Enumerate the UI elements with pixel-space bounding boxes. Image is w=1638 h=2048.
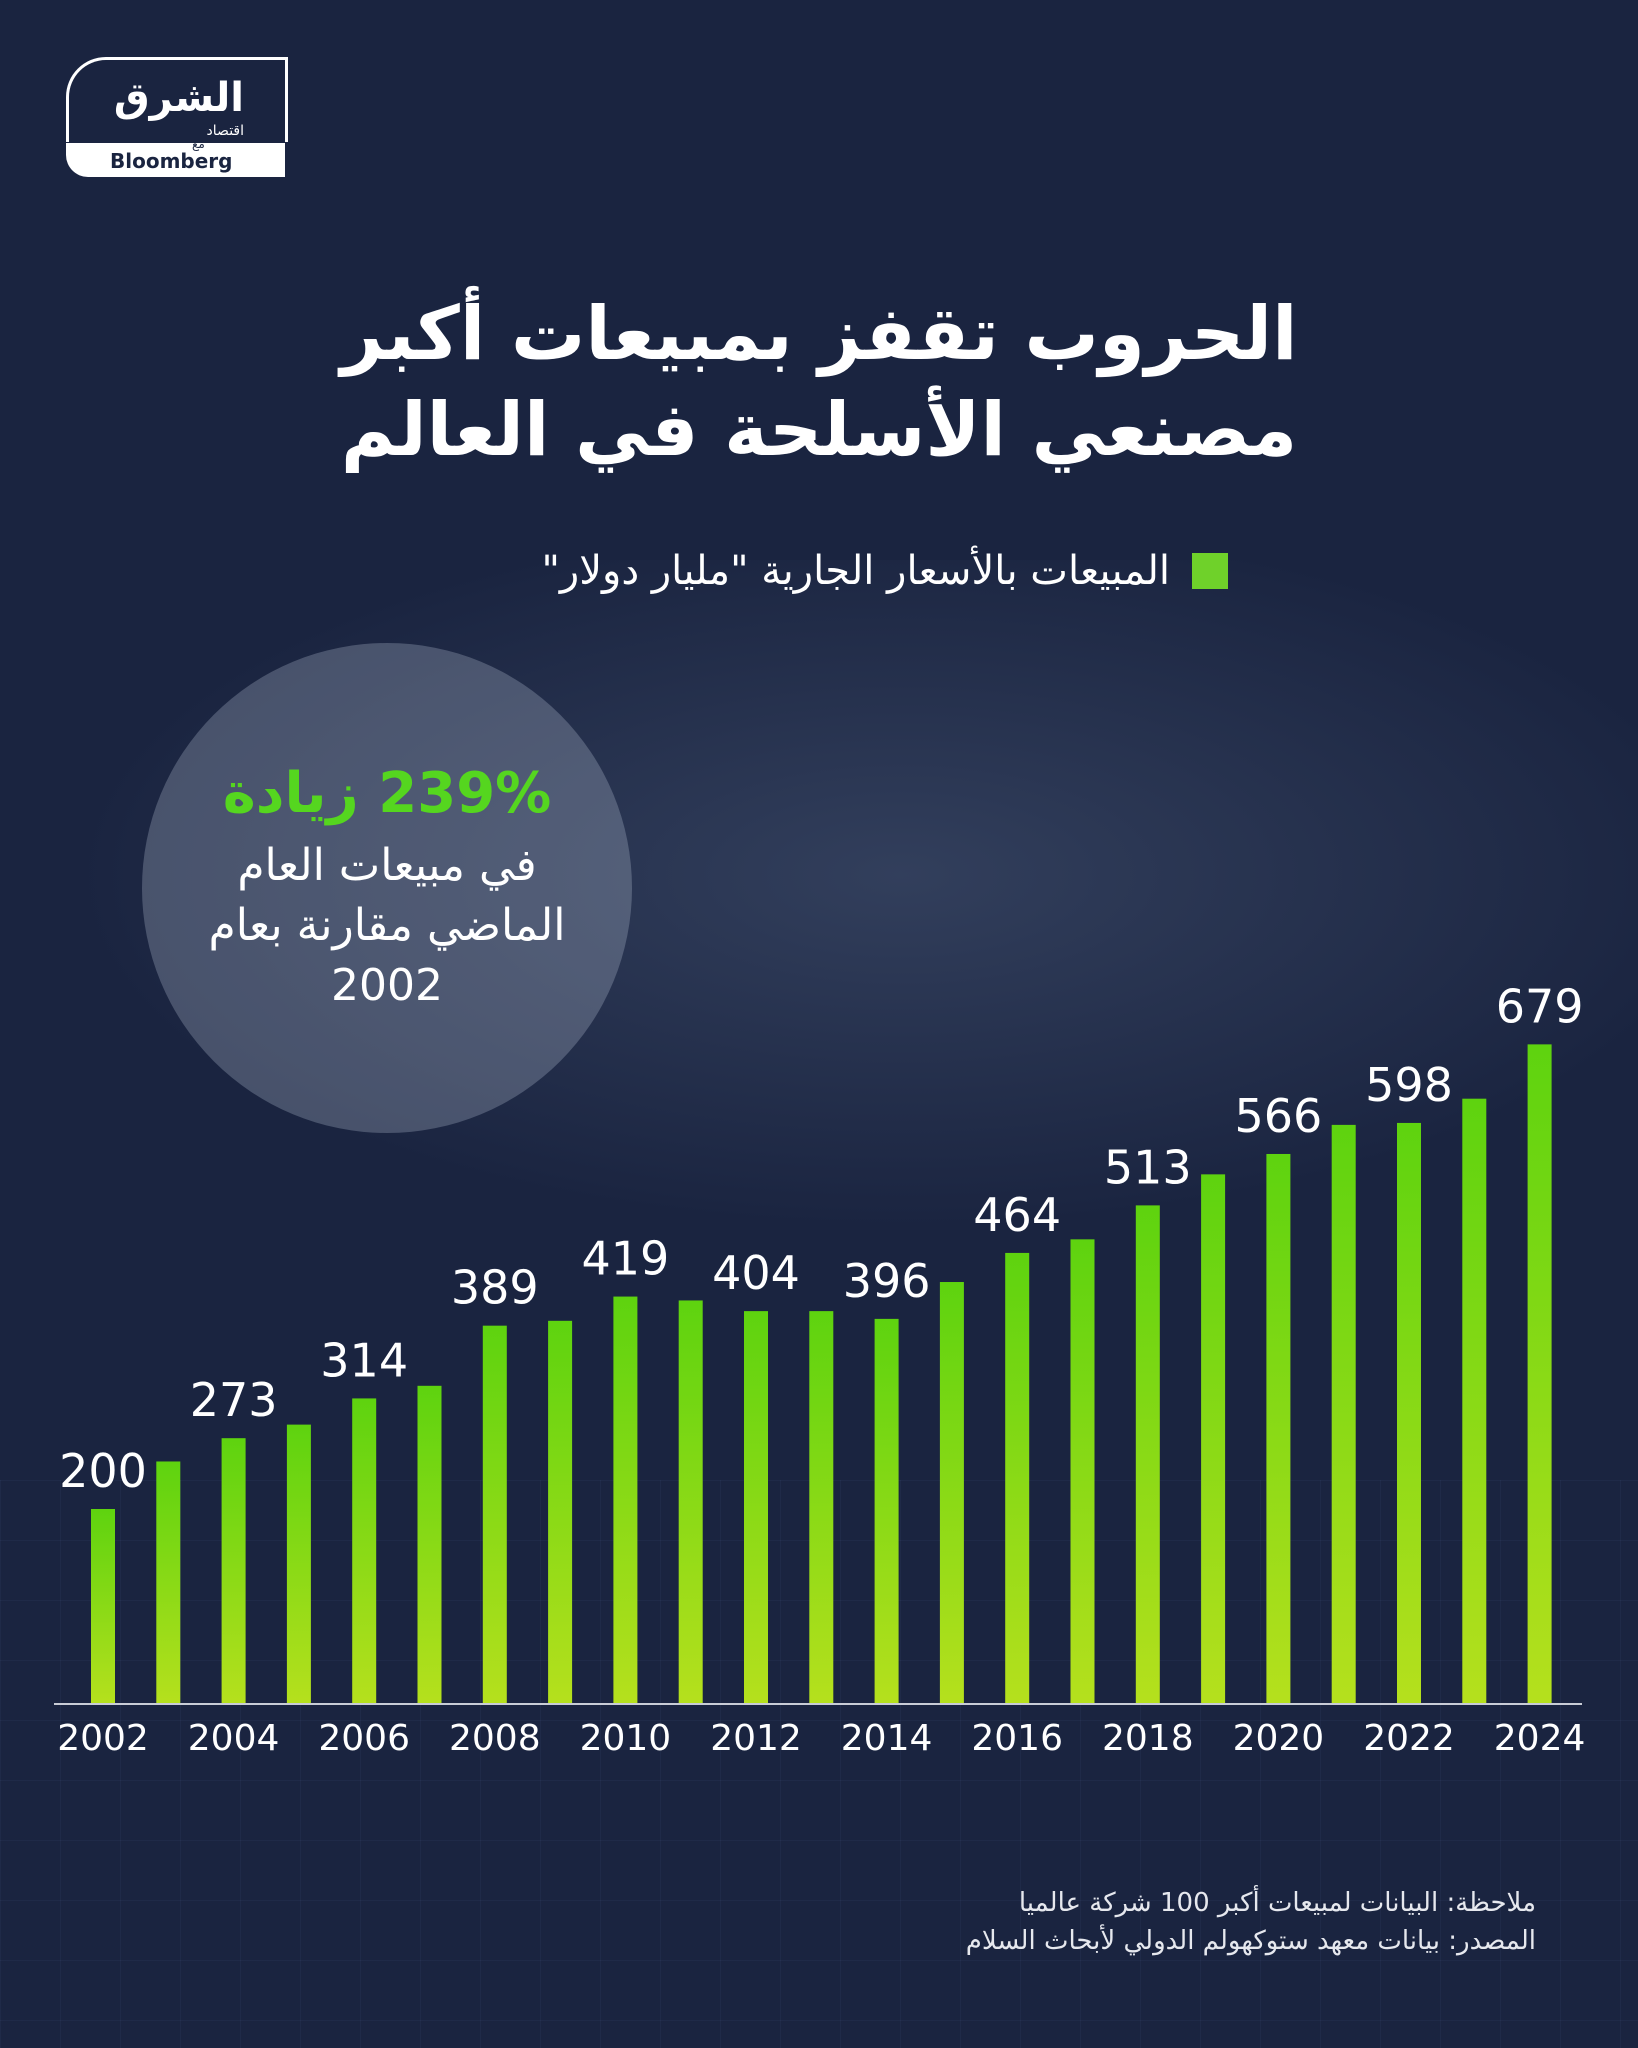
value-label-2010: 419: [581, 1232, 669, 1286]
footer-source: المصدر: بيانات معهد ستوكهولم الدولي لأبح…: [965, 1926, 1536, 1956]
tick-labels-group: 2002 2004 2006 2008 2010 2012 2014 2016 2018 2020…: [57, 1718, 1585, 1759]
tick-label-2010: 2010: [580, 1718, 672, 1759]
tick-label-2018: 2018: [1102, 1718, 1194, 1759]
tick-label-2002: 2002: [57, 1718, 149, 1759]
bar-2016: [1005, 1252, 1030, 1703]
value-label-2012: 404: [712, 1246, 800, 1300]
tick-label-2014: 2014: [841, 1718, 933, 1759]
tick-label-2004: 2004: [188, 1718, 280, 1759]
title-line-1: الحروب تقفز بمبيعات أكبر: [340, 291, 1298, 377]
legend-swatch: [1192, 553, 1228, 589]
chart-title: الحروب تقفز بمبيعات أكبر مصنعي الأسلحة ف…: [0, 286, 1638, 478]
callout-body: في مبيعات العام الماضي مقارنة بعام 2002: [172, 836, 602, 1016]
bar-2018: [1135, 1205, 1160, 1703]
callout-headline: 239% زيادة: [222, 761, 552, 826]
value-label-2008: 389: [451, 1261, 539, 1315]
bar-2017: [1070, 1239, 1095, 1703]
logo-bloomberg-text: Bloomberg: [110, 149, 233, 173]
bar-2015: [939, 1282, 964, 1703]
logo-main-text: الشرق: [113, 75, 245, 121]
tick-label-2020: 2020: [1233, 1718, 1325, 1759]
bar-2013: [809, 1311, 834, 1703]
value-label-2016: 464: [973, 1188, 1061, 1242]
bar-2020: [1266, 1153, 1291, 1703]
bar-2005: [286, 1424, 311, 1703]
bar-2010: [613, 1296, 638, 1703]
value-label-2020: 566: [1234, 1089, 1322, 1143]
tick-label-2022: 2022: [1363, 1718, 1455, 1759]
logo-sub-text: اقتصاد: [206, 123, 244, 139]
value-labels-group: 200 273 314 389 419 404 396 464 513 566 598 679: [59, 979, 1583, 1498]
title-line-2: مصنعي الأسلحة في العالم: [340, 387, 1298, 473]
bar-2023: [1462, 1098, 1487, 1703]
value-label-2022: 598: [1365, 1058, 1453, 1112]
bar-2022: [1397, 1122, 1421, 1703]
legend-label: المبيعات بالأسعار الجارية "مليار دولار": [541, 548, 1170, 594]
callout-line-3: 2002: [331, 960, 443, 1011]
bar-2024: [1527, 1044, 1552, 1703]
bars-group: [91, 1044, 1552, 1703]
bar-2003: [156, 1461, 181, 1703]
bar-2012: [744, 1311, 768, 1703]
bar-2011: [678, 1300, 703, 1703]
value-label-2018: 513: [1104, 1140, 1192, 1194]
tick-label-2008: 2008: [449, 1718, 541, 1759]
tick-label-2012: 2012: [710, 1718, 802, 1759]
bar-2004: [221, 1438, 246, 1703]
logo-band: [66, 143, 285, 177]
logo-frame: [66, 57, 288, 142]
logo: الشرق اقتصاد مع Bloomberg: [66, 57, 288, 179]
bar-2009: [548, 1320, 573, 1703]
footer: ملاحظة: البيانات لمبيعات أكبر 100 شركة ع…: [966, 1884, 1536, 1960]
logo-with-text: مع: [192, 137, 205, 151]
bar-2002: [91, 1509, 115, 1703]
bar-2019: [1201, 1174, 1226, 1703]
tick-label-2024: 2024: [1494, 1718, 1586, 1759]
bar-2006: [352, 1398, 377, 1703]
footer-note: ملاحظة: البيانات لمبيعات أكبر 100 شركة ع…: [1018, 1888, 1536, 1918]
callout-line-2: الماضي مقارنة بعام: [208, 900, 566, 951]
bar-2008: [482, 1325, 507, 1703]
background-glow: [0, 560, 1638, 1260]
bar-2007: [417, 1385, 442, 1703]
tick-label-2006: 2006: [318, 1718, 410, 1759]
bar-2021: [1331, 1124, 1356, 1703]
bar-2014: [874, 1318, 899, 1703]
value-label-2006: 314: [320, 1333, 408, 1387]
value-label-2004: 273: [190, 1373, 278, 1427]
value-label-2024: 679: [1496, 979, 1584, 1033]
value-label-2002: 200: [59, 1444, 147, 1498]
tick-label-2016: 2016: [971, 1718, 1063, 1759]
callout-circle: 239% زيادة في مبيعات العام الماضي مقارنة…: [142, 643, 632, 1133]
value-label-2014: 396: [843, 1254, 931, 1308]
legend: المبيعات بالأسعار الجارية "مليار دولار": [541, 548, 1228, 594]
callout-line-1: في مبيعات العام: [237, 840, 537, 891]
